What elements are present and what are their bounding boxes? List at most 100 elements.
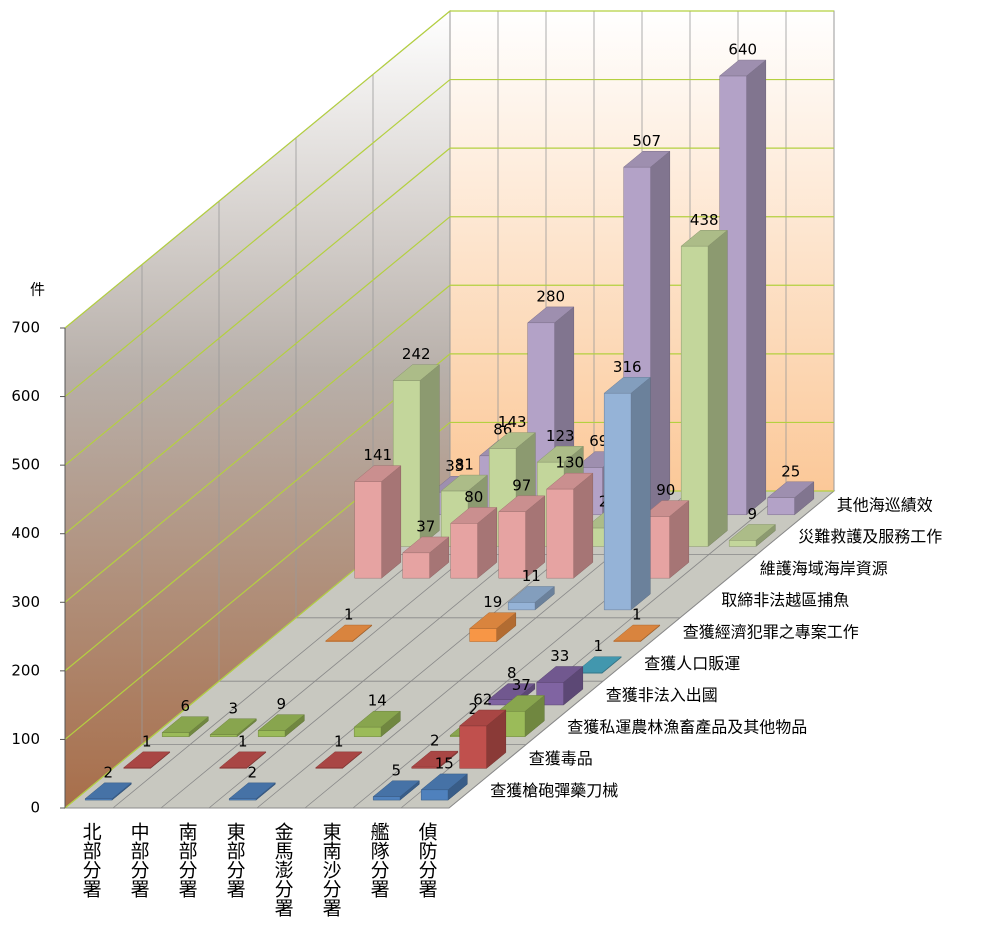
- y-tick-label: 300: [11, 593, 40, 611]
- bar-top: [766, 481, 815, 498]
- grid-line: [64, 10, 834, 329]
- legend-label: 維護海域海岸資源: [760, 560, 888, 578]
- bar-top: [392, 364, 441, 381]
- x-tick-label: 艦隊分署: [368, 822, 390, 898]
- legend-label: 查獲毒品: [529, 750, 593, 768]
- floor-line: [448, 490, 835, 809]
- bar-top: [401, 536, 450, 554]
- data-label: 640: [728, 41, 757, 59]
- bar-side: [707, 229, 728, 548]
- bar-top: [458, 709, 507, 727]
- bar-front: [546, 488, 574, 579]
- bar-top: [314, 751, 363, 768]
- bar-side: [650, 150, 671, 516]
- bar-top: [718, 59, 767, 77]
- bar-top: [545, 472, 594, 490]
- data-label: 6: [180, 697, 190, 715]
- x-tick-label: 偵防分署: [416, 822, 438, 898]
- bar-front: [209, 734, 238, 737]
- bar-top: [728, 524, 777, 541]
- y-axis-unit: 件: [30, 281, 45, 299]
- data-label: 1: [238, 732, 248, 750]
- data-label: 9: [276, 695, 286, 713]
- data-label: 1: [593, 637, 603, 655]
- bar-top: [535, 666, 584, 683]
- x-tick-label: 東南沙分署: [320, 822, 342, 917]
- grid-line: [64, 78, 834, 398]
- legend-label: 其他海巡績效: [837, 497, 933, 515]
- bar-top: [574, 656, 623, 673]
- data-label: 130: [555, 454, 584, 472]
- bar-front: [353, 726, 382, 737]
- bar-side: [746, 59, 767, 516]
- data-label: 81: [455, 456, 474, 474]
- data-label: 37: [416, 517, 435, 535]
- bar-top: [122, 751, 171, 768]
- data-label: 62: [473, 691, 492, 709]
- bar-top: [680, 230, 729, 247]
- bar-side: [381, 465, 402, 579]
- bar-top: [410, 750, 459, 768]
- legend-label: 查獲私運農林漁畜產品及其他物品: [567, 718, 807, 736]
- bar-front: [450, 523, 478, 579]
- x-tick-label: 東部分署: [224, 822, 246, 898]
- data-label: 143: [498, 413, 527, 431]
- bar-top: [468, 612, 517, 629]
- bar-side: [630, 376, 651, 611]
- bar-top: [218, 751, 267, 768]
- bar-top: [372, 780, 421, 797]
- bar-front: [420, 789, 449, 801]
- legend-label: 查獲經濟犯罪之專案工作: [683, 623, 859, 641]
- bar-front: [459, 725, 487, 769]
- x-tick-label: 北部分署: [80, 822, 102, 898]
- bar-top: [488, 432, 537, 449]
- grid-line: [64, 216, 834, 535]
- data-label: 37: [512, 676, 531, 694]
- y-tick-label: 700: [11, 319, 40, 337]
- bar-top: [603, 377, 652, 394]
- y-tick-label: 400: [11, 524, 40, 542]
- bar-front: [402, 552, 430, 579]
- bar-front: [469, 628, 497, 642]
- data-label: 2: [468, 700, 478, 718]
- data-label: 8: [507, 664, 517, 682]
- data-label: 9: [747, 505, 757, 523]
- data-label: 11: [522, 567, 541, 585]
- x-tick-label: 金馬澎分署: [272, 822, 294, 917]
- bar-top: [209, 718, 258, 735]
- data-label: 3: [228, 699, 238, 717]
- data-label: 2: [430, 732, 440, 750]
- y-tick-label: 0: [30, 799, 40, 817]
- data-label: 5: [391, 761, 401, 779]
- data-label: 14: [368, 692, 387, 710]
- data-label: 97: [512, 476, 531, 494]
- legend-label: 取締非法越區捕魚: [721, 592, 849, 610]
- data-label: 141: [363, 446, 392, 464]
- bar-top: [507, 586, 556, 603]
- legend-label: 查獲人口販運: [644, 655, 740, 673]
- bar-front: [767, 497, 795, 516]
- data-label: 69: [589, 432, 608, 450]
- bar-top: [228, 782, 277, 799]
- data-label: 1: [334, 732, 344, 750]
- bar-top: [324, 624, 373, 642]
- bar-top: [536, 446, 585, 463]
- bar-top: [622, 151, 671, 168]
- data-label: 90: [656, 481, 675, 499]
- data-label: 25: [781, 462, 800, 480]
- bar-top: [449, 507, 498, 524]
- bar-front: [372, 796, 401, 801]
- data-label: 2: [247, 763, 257, 781]
- data-label: 1: [142, 732, 152, 750]
- bar-top: [440, 474, 489, 492]
- data-label: 2: [103, 763, 113, 781]
- y-tick-label: 500: [11, 456, 40, 474]
- data-label: 33: [445, 457, 464, 475]
- bar-top: [487, 683, 536, 700]
- data-label: 1: [632, 606, 642, 624]
- grid-line: [64, 147, 834, 466]
- x-tick-label: 中部分署: [128, 822, 150, 898]
- bar-side: [573, 472, 594, 579]
- y-tick-label: 200: [11, 661, 40, 679]
